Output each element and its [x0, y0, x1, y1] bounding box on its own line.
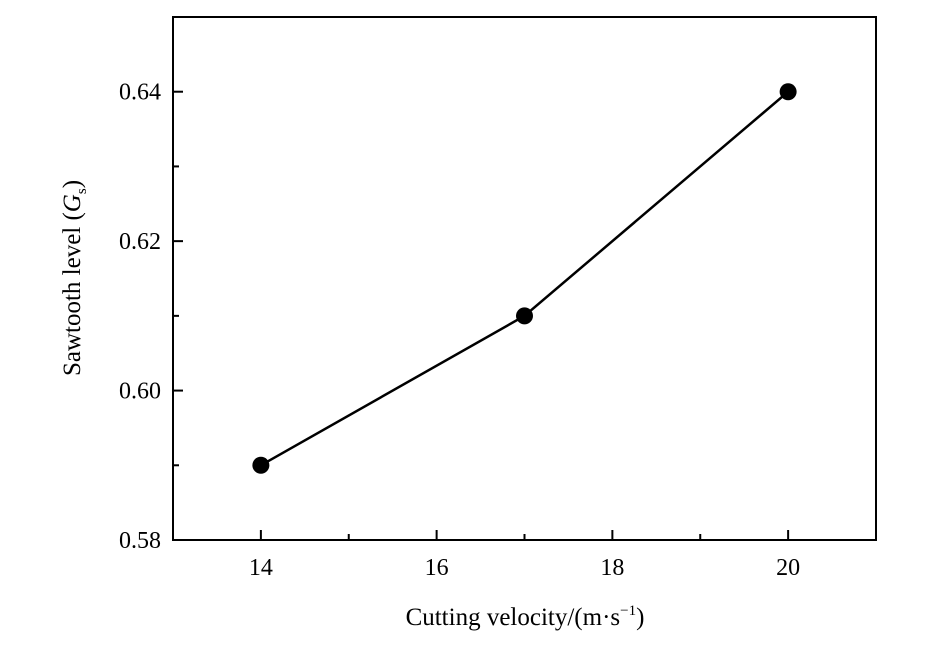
- y-tick-label: 0.64: [119, 80, 161, 106]
- series-line: [260, 90, 789, 467]
- x-tick-label: 16: [425, 555, 449, 581]
- y-tick-label: 0.60: [119, 379, 161, 405]
- y-tick-label: 0.58: [119, 528, 161, 554]
- data-point: [516, 307, 533, 325]
- data-points: [252, 83, 797, 474]
- data-point: [252, 456, 270, 474]
- y-axis: 0.58 0.60 0.62 0.64: [119, 16, 183, 554]
- x-axis-title: Cutting velocity/(m·s−1): [406, 603, 645, 631]
- plot-frame: [172, 16, 877, 541]
- x-tick-label: 20: [776, 555, 800, 581]
- data-point: [779, 83, 797, 101]
- x-axis: 14 16 18 20: [172, 530, 877, 581]
- x-tick-label: 18: [600, 555, 624, 581]
- y-tick-label: 0.62: [119, 229, 161, 255]
- y-axis-title: Sawtooth level (Gs): [59, 180, 90, 376]
- x-tick-label: 14: [249, 555, 273, 581]
